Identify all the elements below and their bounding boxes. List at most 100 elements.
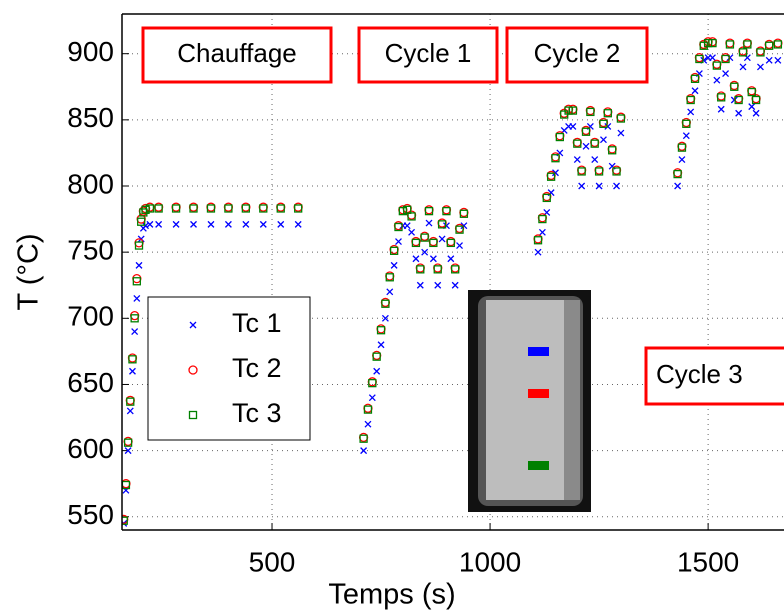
y-tick-label: 650 [67,367,114,398]
marker-x [408,228,416,236]
marker-square [389,246,399,255]
marker-x [722,70,730,77]
marker-square [586,107,595,117]
marker-square [751,95,761,105]
marker-circle [132,273,142,284]
x-tick-label: 1000 [459,546,521,577]
marker-square [551,154,560,163]
legend: Tc 1 Tc 2 Tc 3 [147,296,311,441]
inset-image [468,290,591,512]
marker-x [678,156,686,163]
marker-square [616,114,626,123]
annotation-box [141,26,333,84]
marker-square [699,41,708,50]
y-tick-label: 700 [67,301,114,332]
annotation: Cycle 3 [656,359,743,389]
marker-square [429,238,438,248]
x-tick-label: 500 [249,546,296,577]
marker-x [735,109,743,117]
marker-x [748,103,756,111]
marker-circle [129,311,140,321]
marker-square [686,95,695,105]
marker-square [555,132,564,142]
marker-x [713,76,721,84]
marker-x [604,123,612,130]
marker-square [141,205,150,214]
marker-square [765,41,774,50]
marker-x [709,54,716,62]
marker-x [447,255,455,263]
marker-x [451,281,459,289]
marker-x [131,328,139,335]
marker-square [206,204,216,213]
marker-x [674,182,682,190]
marker-square [128,355,137,364]
marker-x [534,248,542,256]
marker-x [765,56,773,64]
marker-x [591,156,599,163]
marker-square [126,397,135,406]
marker-x [456,242,464,249]
marker-x [425,219,433,227]
marker-square [738,48,748,57]
marker-square [451,265,460,274]
marker-x [124,447,132,455]
marker-x [403,222,411,230]
marker-square [455,225,464,234]
marker-square [695,54,704,64]
marker-x [224,220,232,228]
marker-square [677,143,687,152]
marker-square [381,299,390,308]
marker-x [294,220,302,228]
legend-label: Tc 1 [232,308,282,338]
marker-square [756,48,765,57]
marker-x [242,220,250,228]
y-tick-label: 800 [67,168,114,199]
marker-square [690,74,700,83]
marker-x [569,123,577,130]
marker-square [137,217,146,226]
marker-x [126,407,134,415]
marker-x [133,295,141,302]
marker-square [224,204,233,213]
marker-square [708,38,717,48]
marker-square [612,167,621,176]
marker-square [673,169,682,179]
marker-x [412,255,420,263]
marker-square [773,40,783,49]
marker-x [259,220,267,228]
marker-x [381,314,389,322]
marker-x [756,63,764,71]
marker-x [617,129,625,137]
annotation: Cycle 2 [534,38,621,68]
marker-x [155,220,163,228]
marker-square [416,265,425,274]
y-tick-label: 600 [67,433,114,464]
marker-square [154,204,163,213]
marker-x [613,182,620,190]
marker-square [171,204,181,213]
marker-x [578,182,586,190]
marker-square [403,205,412,214]
marker-square [568,106,578,115]
marker-x [416,281,424,289]
marker-x [552,169,559,177]
marker-square [363,405,373,414]
y-tick-label: 750 [67,235,114,266]
marker-square [712,61,721,70]
marker-x [135,261,143,269]
marker-x [595,182,603,190]
marker-x [438,235,446,243]
marker-x [172,220,180,228]
marker-square [734,95,743,105]
marker-x [752,109,760,117]
marker-x [434,281,442,289]
marker-square [459,209,469,218]
marker-x [538,228,546,236]
x-axis-label: Temps (s) [328,579,455,611]
marker-x [691,87,699,95]
marker-square [725,40,735,49]
marker-x [373,367,381,375]
marker-square [122,516,128,525]
